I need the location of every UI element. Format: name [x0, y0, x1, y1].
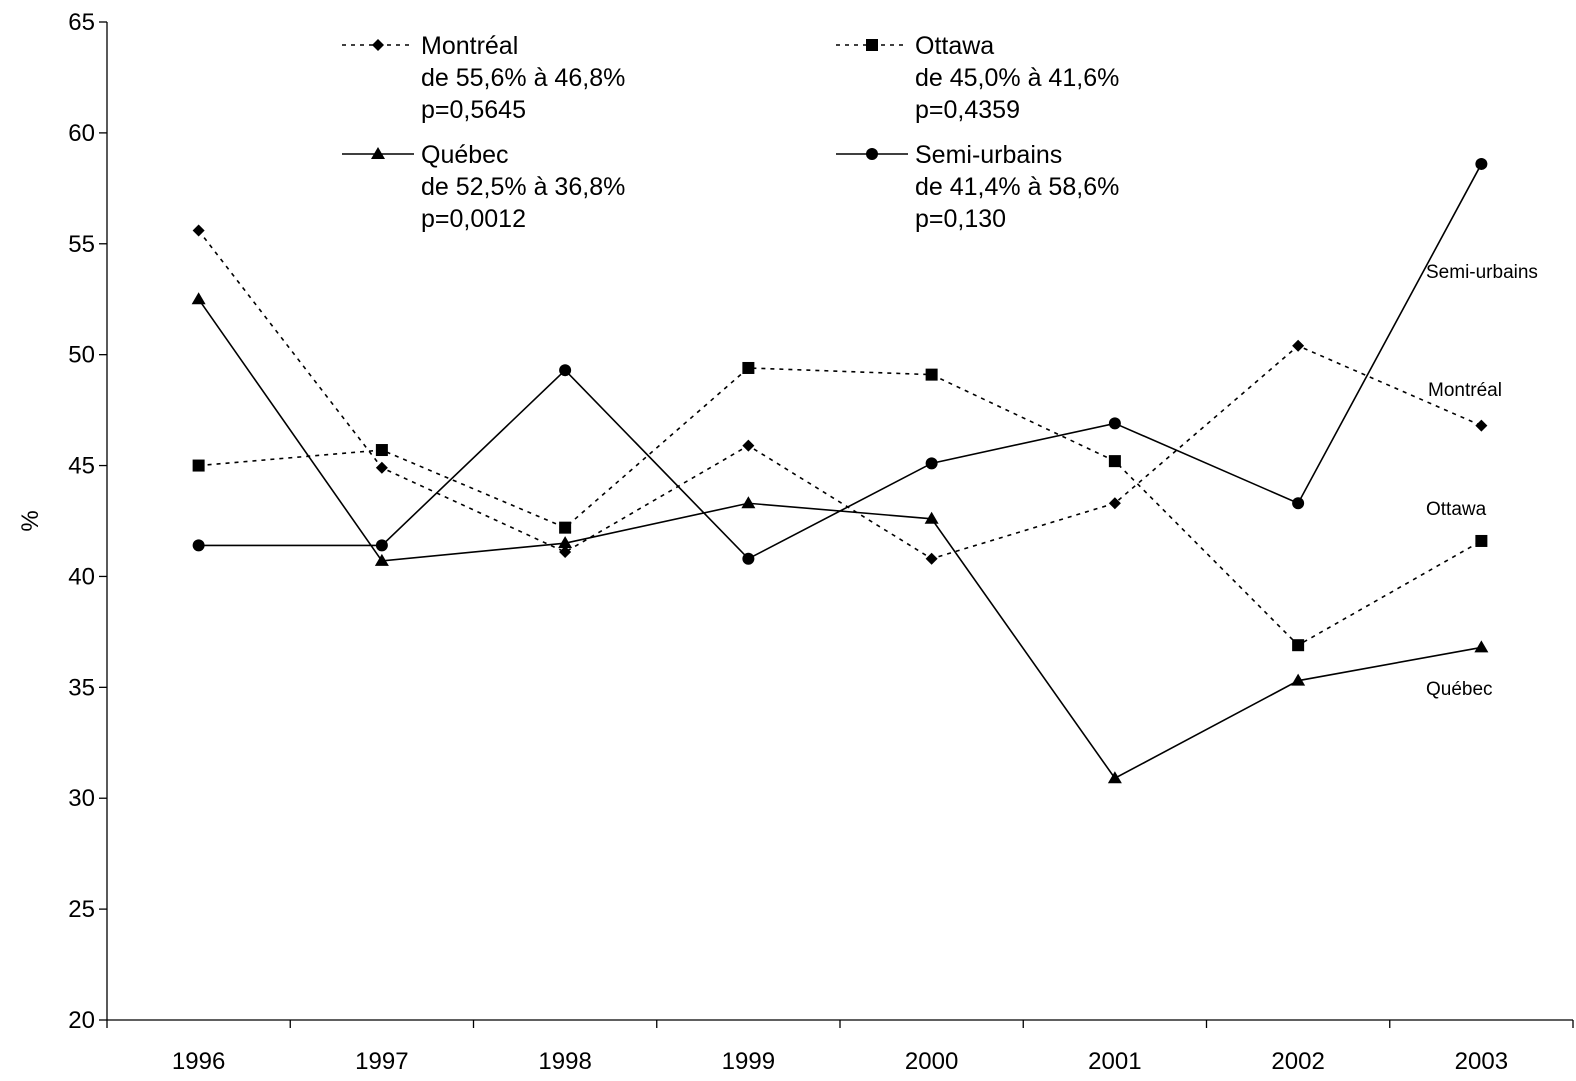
series-line: [197, 298, 1482, 780]
series-line: [197, 229, 1482, 560]
legend-detail: de 55,6% à 46,8%: [421, 64, 625, 92]
data-point: [192, 224, 205, 237]
legend-detail: p=0,0012: [421, 205, 526, 233]
data-point: [742, 552, 755, 565]
data-point: [558, 536, 573, 549]
x-tick-label: 1997: [355, 1048, 408, 1075]
series-layer: [191, 157, 1489, 784]
series-2: [191, 292, 1489, 784]
x-tick-label: 2000: [905, 1048, 958, 1075]
data-point: [559, 521, 572, 534]
legend-swatch-marker: [866, 39, 878, 51]
y-tick-label: 25: [68, 896, 95, 923]
data-point: [1107, 771, 1122, 784]
axes: 20 25 30 35 40 45 50 55 60 65 1996 1997 1998 1999 2000…: [17, 9, 1574, 1075]
data-point: [1292, 639, 1305, 652]
x-tick-label: 2001: [1088, 1048, 1141, 1075]
data-point: [1108, 497, 1121, 510]
data-point: [1108, 455, 1121, 468]
data-point: [559, 546, 572, 559]
legend-detail: p=0,4359: [915, 96, 1020, 124]
legend: Montréal de 55,6% à 46,8% p=0,5645 Ottawa de…: [342, 32, 1119, 233]
legend-swatch-marker: [371, 147, 385, 159]
series-1: [192, 361, 1488, 652]
data-point: [741, 496, 756, 509]
legend-name: Montréal: [421, 32, 518, 60]
x-tick-label: 1998: [538, 1048, 591, 1075]
x-tick-label: 1999: [722, 1048, 775, 1075]
data-point: [375, 539, 388, 552]
legend-name: Semi-urbains: [915, 141, 1062, 169]
y-axis-label: %: [17, 510, 44, 531]
data-point: [374, 553, 389, 566]
data-point: [924, 511, 939, 524]
legend-detail: de 52,5% à 36,8%: [421, 173, 625, 201]
y-tick-label: 65: [68, 9, 95, 36]
end-labels: Montréal Ottawa Québec Semi-urbains: [1426, 262, 1538, 700]
x-tick-label: 2003: [1455, 1048, 1508, 1075]
y-tick-label: 35: [68, 674, 95, 701]
y-tick-label: 20: [68, 1007, 95, 1034]
data-point: [1475, 419, 1488, 432]
data-point: [1292, 339, 1305, 352]
series-end-label: Semi-urbains: [1426, 262, 1538, 283]
data-point: [925, 552, 938, 565]
data-point: [1291, 673, 1306, 686]
series-end-label: Montréal: [1428, 380, 1502, 401]
data-point: [375, 461, 388, 474]
series-line: [198, 163, 1483, 560]
legend-item: Ottawa de 45,0% à 41,6% p=0,4359: [836, 32, 1119, 124]
data-point: [1474, 640, 1489, 653]
legend-swatch-marker: [372, 39, 384, 51]
data-point: [191, 292, 206, 305]
legend-name: Ottawa: [915, 32, 994, 60]
data-point: [742, 439, 755, 452]
legend-detail: p=0,130: [915, 205, 1006, 233]
legend-item: Montréal de 55,6% à 46,8% p=0,5645: [342, 32, 625, 124]
series-end-label: Québec: [1426, 679, 1493, 700]
legend-swatch-marker: [866, 148, 878, 160]
y-tick-label: 50: [68, 342, 95, 369]
y-tick-label: 45: [68, 453, 95, 480]
data-point: [1475, 157, 1488, 170]
series-line: [198, 367, 1482, 647]
legend-detail: de 45,0% à 41,6%: [915, 64, 1119, 92]
data-point: [1475, 534, 1488, 547]
data-point: [1292, 497, 1305, 510]
series-end-label: Ottawa: [1426, 499, 1487, 520]
data-point: [1108, 417, 1121, 430]
y-tick-label: 55: [68, 231, 95, 258]
data-point: [559, 364, 572, 377]
legend-detail: p=0,5645: [421, 96, 526, 124]
legend-detail: de 41,4% à 58,6%: [915, 173, 1119, 201]
series-3: [192, 157, 1488, 565]
legend-item: Québec de 52,5% à 36,8% p=0,0012: [342, 141, 625, 233]
x-tick-label: 2002: [1271, 1048, 1324, 1075]
data-point: [192, 539, 205, 552]
y-tick-label: 40: [68, 563, 95, 590]
series-0: [192, 224, 1488, 565]
data-point: [192, 459, 205, 472]
legend-name: Québec: [421, 141, 509, 169]
legend-item: Semi-urbains de 41,4% à 58,6% p=0,130: [836, 141, 1119, 233]
data-point: [925, 368, 938, 381]
y-tick-label: 30: [68, 785, 95, 812]
x-tick-label: 1996: [172, 1048, 225, 1075]
data-point: [925, 457, 938, 470]
y-tick-label: 60: [68, 120, 95, 147]
data-point: [375, 444, 388, 457]
data-point: [742, 361, 755, 374]
